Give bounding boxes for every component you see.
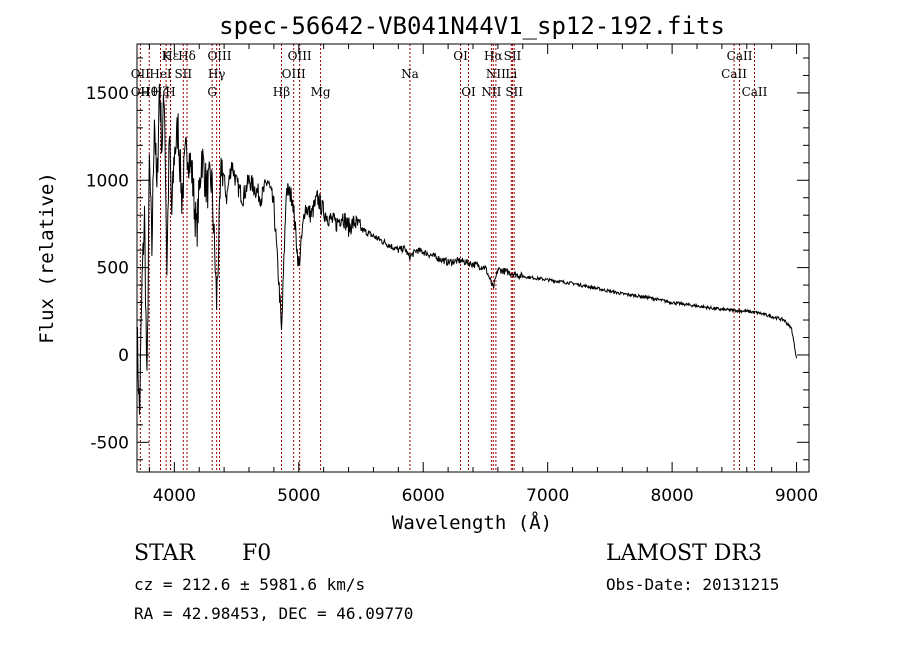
- emission-line-label: G: [207, 85, 217, 99]
- y-tick-label: 1000: [86, 171, 129, 191]
- emission-line-label: Hγ: [208, 67, 226, 81]
- emission-line-label: CaII: [742, 85, 768, 99]
- emission-line-label: OIII: [288, 49, 312, 63]
- y-tick-label: 1500: [86, 84, 129, 104]
- emission-line-label: OI: [453, 49, 468, 63]
- emission-line-label: NII: [486, 67, 506, 81]
- object-class: STAR: [134, 541, 195, 566]
- emission-line-label: Na: [401, 67, 419, 81]
- emission-line-label: OIII: [207, 49, 231, 63]
- emission-line-label: CaII: [727, 49, 753, 63]
- emission-line-label: Hβ: [273, 85, 290, 99]
- emission-line-label: Hα: [484, 49, 503, 63]
- emission-line-label: OII: [131, 85, 151, 99]
- y-axis-ticks: -500 0 500 1000 1500: [86, 57, 809, 461]
- emission-line-label: OII: [131, 67, 151, 81]
- x-tick-label: 6000: [402, 486, 445, 506]
- emission-line-label: OI: [461, 85, 476, 99]
- y-axis-label: Flux (relative): [36, 172, 58, 344]
- x-axis-ticks: 4000 5000 6000 7000 8000 9000: [148, 44, 818, 506]
- emission-line-label: Mg: [311, 85, 331, 99]
- emission-line-label: SII: [174, 67, 192, 81]
- x-tick-label: 5000: [277, 486, 320, 506]
- y-tick-label: 500: [97, 259, 129, 279]
- x-tick-label: 4000: [153, 486, 196, 506]
- emission-line-label: SII: [504, 49, 522, 63]
- y-tick-label: 0: [118, 346, 129, 366]
- emission-line-label: K: [162, 49, 172, 63]
- plot-frame: [136, 43, 810, 473]
- emission-line-label: OIII: [282, 67, 306, 81]
- emission-line-label: HeI: [149, 67, 172, 81]
- x-tick-label: 7000: [526, 486, 569, 506]
- x-axis-label: Wavelength (Å): [392, 511, 552, 534]
- spectrum-line: [136, 83, 798, 415]
- survey-name: LAMOST DR3: [606, 541, 762, 566]
- x-tick-label: 8000: [650, 486, 693, 506]
- redshift-velocity: cz = 212.6 ± 5981.6 km/s: [134, 575, 366, 594]
- observation-date: Obs-Date: 20131215: [606, 575, 780, 594]
- emission-line-label: CaII: [721, 67, 747, 81]
- object-subclass: F0: [242, 541, 272, 566]
- emission-line-label: Hθ: [140, 85, 158, 99]
- emission-line-label: H: [165, 85, 175, 99]
- emission-line-label: Li: [505, 67, 517, 81]
- emission-line-label: Hζ: [152, 85, 169, 99]
- emission-line-label: NII: [481, 85, 501, 99]
- emission-line-label: SII: [505, 85, 523, 99]
- coordinates: RA = 42.98453, DEC = 46.09770: [134, 604, 414, 623]
- chart-title: spec-56642-VB041N44V1_sp12-192.fits: [219, 12, 725, 40]
- x-tick-label: 9000: [775, 486, 818, 506]
- emission-line-label: Hδ: [178, 49, 196, 63]
- emission-line-markers: [139, 44, 755, 472]
- y-tick-label: -500: [90, 433, 129, 453]
